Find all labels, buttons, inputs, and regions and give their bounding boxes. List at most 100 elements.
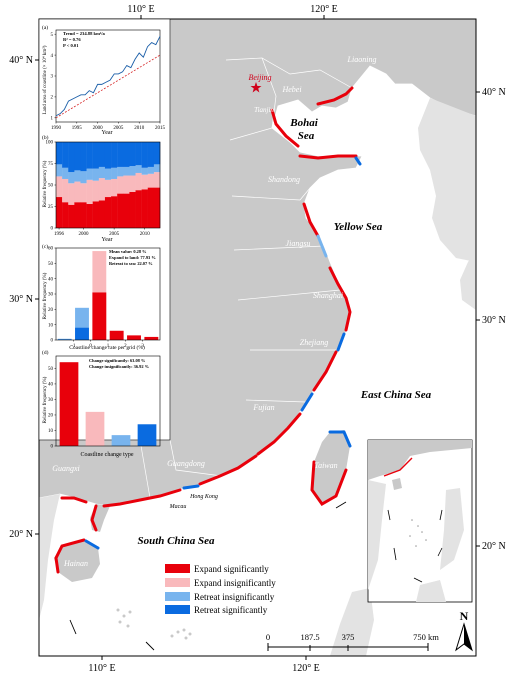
beijing-marker: Beijing [248, 73, 272, 93]
panel-b-bar-retreat-insignificantly [56, 164, 63, 177]
panel-d-ytick-label: 40 [48, 383, 54, 388]
panel-b-bar-retreat-significantly [86, 142, 93, 169]
panel-b-bar-retreat-insignificantly [135, 165, 142, 173]
panel-d-bar-expand-insignificantly [85, 411, 105, 446]
north-label: N [460, 609, 469, 623]
panel-b-ytick-label: 0 [51, 227, 54, 232]
coastline-change-segments [54, 86, 362, 574]
province-liaoning: Liaoning [347, 55, 377, 64]
panel-d-tag: (d) [42, 349, 49, 356]
panel-a: (a) 1990 1995 2000 2005 2010 2015 1 2 3 4 5 Trend … [42, 24, 166, 136]
panel-b-bar-retreat-significantly [135, 142, 142, 166]
panel-b-bar-retreat-significantly [98, 142, 106, 167]
panel-b-bar-expand-significantly [111, 196, 118, 228]
legend-label-expand-significantly: Expand significantly [194, 564, 269, 574]
province-shanghai: Shanghai [313, 291, 343, 300]
panel-b-bar-retreat-insignificantly [153, 164, 161, 173]
panel-c-ytick-label: 20 [48, 308, 54, 313]
lat-label-left-30: 30° N [9, 294, 33, 305]
bohai-sea-label-2: Sea [298, 130, 315, 142]
lon-label-bottom-110: 110° E [88, 663, 115, 674]
panel-c-ytick-label: 10 [48, 323, 54, 328]
province-fujian: Fujian [252, 403, 274, 412]
panel-a-ytick-label: 4 [51, 54, 54, 59]
panel-b-bar-retreat-insignificantly [117, 166, 124, 177]
panel-a-xtick-label: 2015 [155, 126, 166, 131]
panel-c-ytick-label: 50 [48, 262, 54, 267]
panel-b-bar-expand-significantly [62, 202, 69, 228]
city-macau: Macau [169, 504, 187, 510]
panel-b-bar-retreat-insignificantly [62, 167, 69, 179]
panel-b-bar-expand-insignificantly [98, 178, 106, 201]
lon-label-top-120: 120° E [310, 4, 338, 15]
panel-a-stat-1: Trend = 234.88 km²/a [63, 31, 106, 36]
scale-label-0: 0 [266, 632, 270, 642]
chart-panels-box [38, 18, 171, 441]
panel-d: (d) 0 10 20 30 40 50 Change significantly: 63… [42, 349, 161, 458]
city-hong-kong: Hong Kong [189, 494, 218, 500]
panel-b-bar-expand-significantly [135, 190, 142, 228]
panel-a-ylabel: Land area of coastline (× 10⁴ km²) [42, 45, 48, 114]
panel-b-ytick-label: 75 [48, 162, 54, 167]
lat-label-left-20: 20° N [9, 529, 33, 540]
panel-b-xlabel: Year [101, 237, 112, 243]
panel-c-bar-significant [92, 292, 107, 340]
panel-a-stat-3: P < 0.01 [63, 43, 79, 48]
panel-d-ytick-label: 20 [48, 414, 54, 419]
panel-c-tag: (c) [42, 243, 48, 250]
panel-b-xtick-label: 2000 [79, 232, 90, 237]
panel-a-ytick-label: 5 [51, 33, 54, 38]
panel-b-bar-expand-significantly [56, 197, 63, 228]
legend-label-expand-insignificantly: Expand insignificantly [194, 578, 276, 588]
panel-c-ytick-label: 30 [48, 293, 54, 298]
graticule-ticks [35, 15, 480, 660]
panel-c: (c) 0 10 20 30 40 50 60 -1 0 1 2 3 Mean value: 0.28… [42, 243, 161, 351]
province-labels: Liaoning Hebei Tianjin Shandong Jiangsu … [52, 55, 376, 568]
panel-b-bar-expand-significantly [129, 191, 136, 228]
panel-d-stat-1: Change significantly: 63.08 % [89, 358, 145, 363]
panel-b-bar-retreat-significantly [147, 142, 155, 167]
panel-b-bar-retreat-significantly [111, 142, 118, 168]
south-china-sea-islands [116, 608, 192, 640]
panel-b-bar-retreat-significantly [153, 142, 161, 165]
panel-c-bar-significant [75, 327, 89, 340]
panel-b-ytick-label: 25 [48, 205, 54, 210]
panel-b-ytick-label: 100 [46, 141, 54, 146]
scale-label-375: 375 [342, 632, 355, 642]
panel-b-bar-expand-insignificantly [141, 174, 148, 190]
panel-b-bar-retreat-insignificantly [98, 166, 106, 179]
panel-b-bar-expand-significantly [141, 189, 148, 228]
panel-b-bar-expand-insignificantly [56, 176, 63, 198]
panel-a-tag: (a) [42, 24, 48, 31]
panel-a-series-line [55, 36, 161, 117]
province-guangxi: Guangxi [52, 464, 80, 473]
panel-c-stat-2: Expand to land: 77.93 % [109, 255, 156, 260]
panel-b-bar-retreat-significantly [56, 142, 63, 165]
panel-a-ytick-label: 3 [51, 75, 54, 80]
panel-b-bar-expand-significantly [74, 202, 81, 228]
yellow-sea-label: Yellow Sea [334, 221, 383, 233]
panel-c-ylabel: Relative frequency (%) [43, 272, 48, 319]
korean-peninsula [418, 98, 476, 262]
legend-swatch-retreat-significantly [165, 605, 190, 614]
panel-d-ytick-label: 50 [48, 367, 54, 372]
panel-b-bar-expand-significantly [68, 204, 75, 228]
panel-d-axes [55, 355, 161, 447]
north-arrow: N [455, 609, 473, 652]
panel-b-bar-expand-significantly [123, 193, 130, 228]
panel-b-bar-retreat-significantly [141, 142, 148, 168]
panel-b-tag: (b) [42, 134, 49, 141]
panel-c-ytick-label: 60 [48, 247, 54, 252]
province-zhejiang: Zhejiang [300, 338, 328, 347]
capital-label: Beijing [248, 73, 271, 82]
panel-d-ytick-label: 10 [48, 429, 54, 434]
lat-label-right-30: 30° N [482, 315, 506, 326]
panel-b-xtick-label: 1996 [54, 232, 65, 237]
panel-b-bar-expand-insignificantly [147, 173, 155, 188]
panel-b: (b) 0 25 50 75 100 1996 2000 2005 2010 Relative … [42, 134, 161, 243]
panel-b-bar-expand-insignificantly [153, 172, 161, 188]
capital-star-icon [250, 82, 262, 93]
panel-b-bar-expand-significantly [86, 203, 93, 228]
panel-d-bar-expand-significantly [59, 362, 79, 446]
